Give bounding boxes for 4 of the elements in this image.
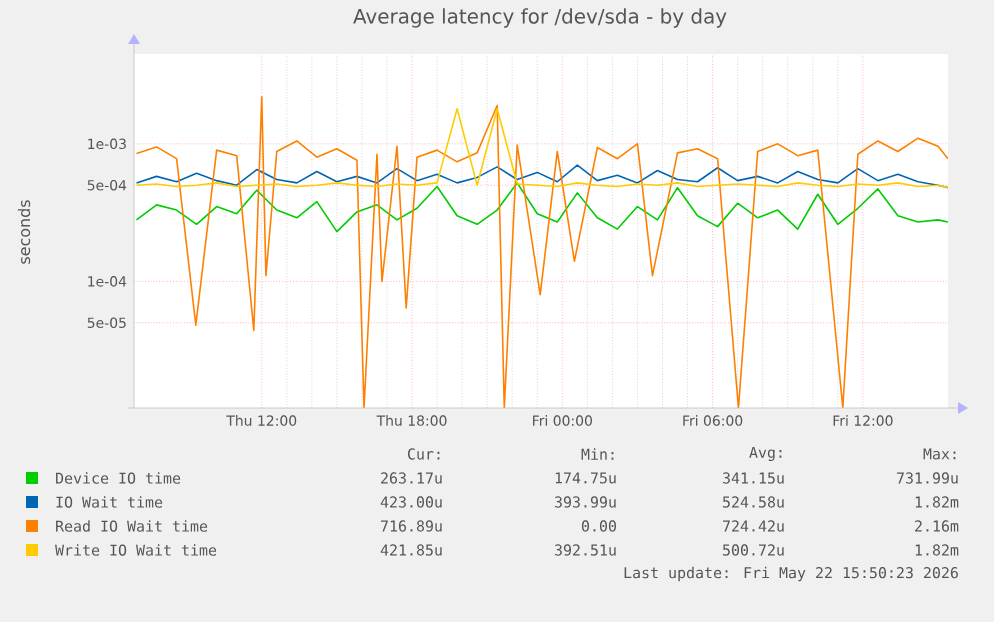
chart-title: Average latency for /dev/sda - by day	[353, 8, 727, 28]
line-series	[135, 107, 949, 189]
line-series	[135, 95, 949, 409]
line-series	[135, 182, 949, 233]
